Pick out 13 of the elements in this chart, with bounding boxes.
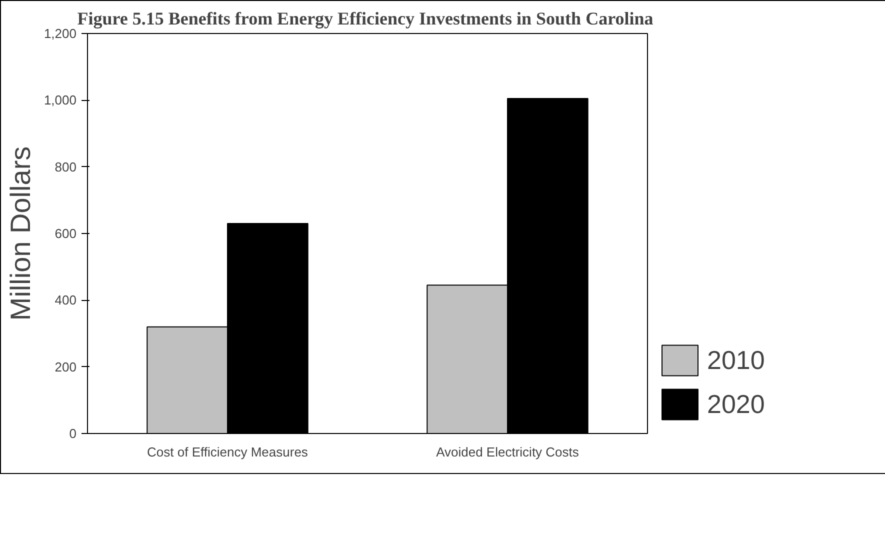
chart-title: Figure 5.15 Benefits from Energy Efficiency Investments in South Carolina bbox=[77, 8, 654, 28]
y-tick-label: 400 bbox=[54, 292, 77, 308]
y-tick-label: 600 bbox=[54, 226, 77, 241]
legend-label: 2020 bbox=[707, 388, 765, 420]
y-axis-title: Million Dollars bbox=[4, 146, 36, 321]
x-tick-label: Avoided Electricity Costs bbox=[436, 444, 580, 460]
y-tick-label: 200 bbox=[54, 359, 77, 374]
y-tick-label: 1,200 bbox=[44, 26, 77, 41]
y-tick-label: 800 bbox=[54, 159, 77, 174]
x-tick-label: Cost of Efficiency Measures bbox=[147, 444, 308, 460]
legend-label: 2010 bbox=[707, 344, 765, 376]
y-tick-label: 1,000 bbox=[44, 92, 77, 108]
y-tick-label: 0 bbox=[69, 426, 77, 441]
